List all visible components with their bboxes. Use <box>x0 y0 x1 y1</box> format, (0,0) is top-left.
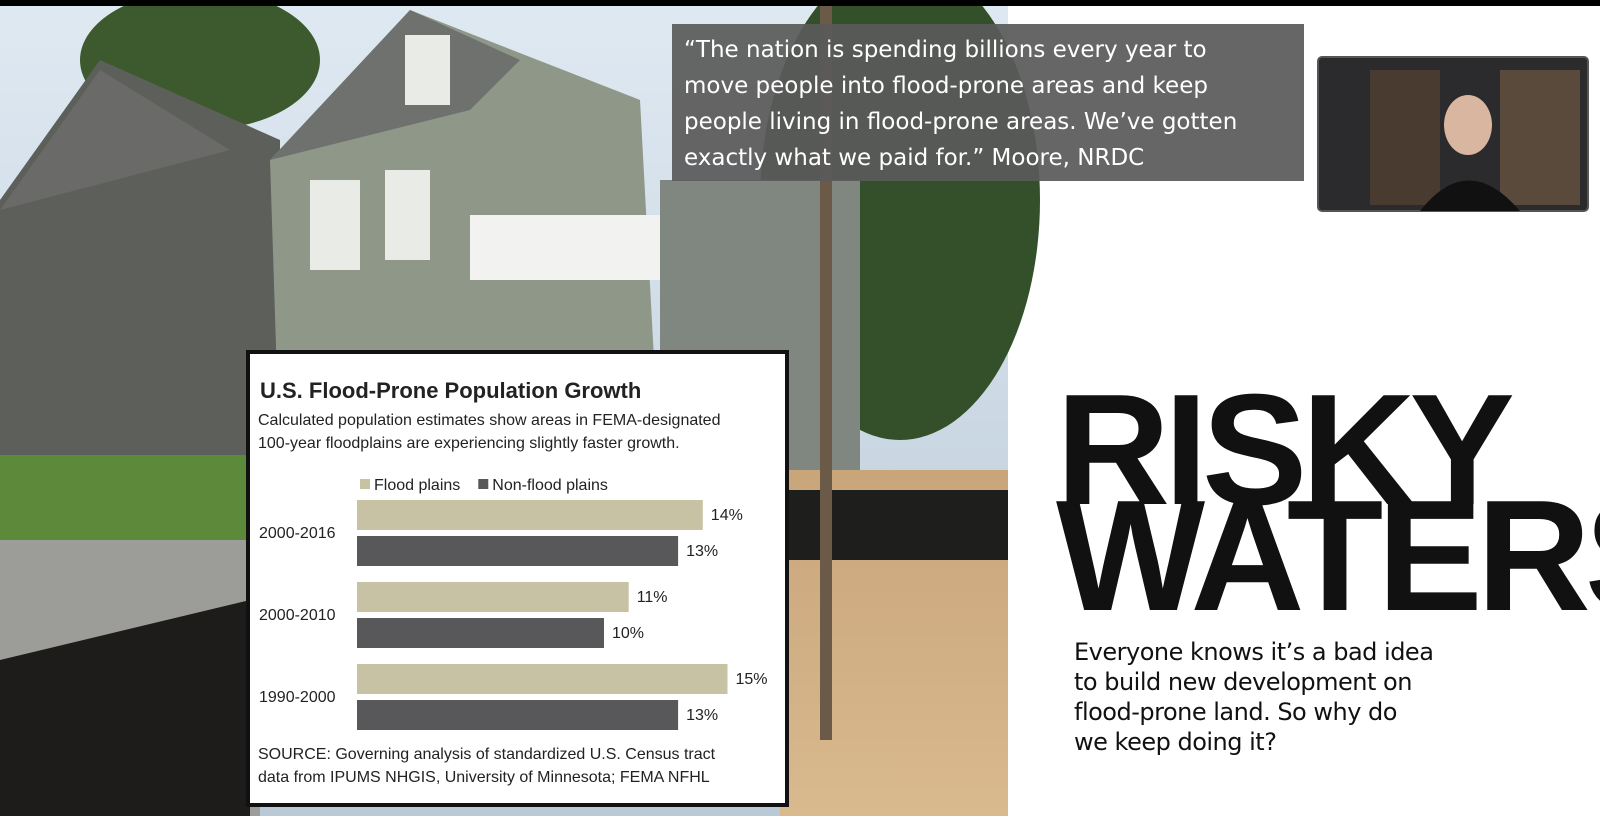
headline: RISKY <box>1056 362 1512 538</box>
legend-swatch <box>360 479 370 489</box>
category-label: 2000-2016 <box>259 525 336 542</box>
chart-title: U.S. Flood-Prone Population Growth <box>260 378 641 403</box>
bar <box>357 618 604 648</box>
bar <box>357 536 679 566</box>
value-label: 14% <box>711 507 743 524</box>
headline: WATERS <box>1056 468 1600 644</box>
quote-line: people living in flood-prone areas. We’v… <box>684 109 1237 135</box>
chart-subtitle: 100-year floodplains are experiencing sl… <box>258 435 680 452</box>
bar <box>357 500 703 530</box>
video-thumbnail[interactable] <box>1317 56 1589 212</box>
quote-line: “The nation is spending billions every y… <box>684 37 1207 63</box>
category-label: 2000-2010 <box>259 607 336 624</box>
value-label: 10% <box>612 625 644 642</box>
bar <box>357 700 679 730</box>
chart-subtitle: Calculated population estimates show are… <box>258 412 720 429</box>
chart-source: data from IPUMS NHGIS, University of Min… <box>258 769 710 786</box>
category-label: 1990-2000 <box>259 689 336 706</box>
legend-label: Non-flood plains <box>492 477 608 494</box>
quote-box <box>672 24 1304 181</box>
deck-line: to build new development on <box>1074 668 1412 696</box>
bar <box>357 664 728 694</box>
value-label: 13% <box>686 707 718 724</box>
chart: U.S. Flood-Prone Population Growth Calcu… <box>258 378 768 786</box>
quote-line: exactly what we paid for.” Moore, NRDC <box>684 145 1144 171</box>
deck-line: we keep doing it? <box>1074 728 1276 756</box>
chart-source: SOURCE: Governing analysis of standardiz… <box>258 746 716 763</box>
legend-swatch <box>478 479 489 489</box>
bar <box>357 582 629 612</box>
legend-label: Flood plains <box>374 477 460 494</box>
quote-line: move people into flood-prone areas and k… <box>684 73 1208 99</box>
top-bar <box>0 0 1600 6</box>
value-label: 11% <box>637 589 668 606</box>
deck-line: flood-prone land. So why do <box>1074 698 1397 726</box>
value-label: 15% <box>736 671 768 688</box>
value-label: 13% <box>686 543 718 560</box>
deck-line: Everyone knows it’s a bad idea <box>1074 638 1433 666</box>
